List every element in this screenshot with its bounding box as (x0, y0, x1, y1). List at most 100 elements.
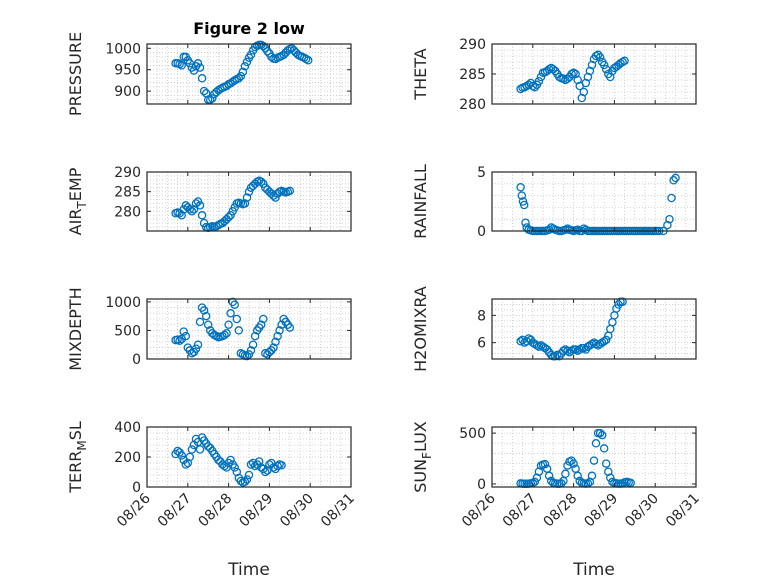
data-point (530, 82, 540, 92)
y-axis-label: MIXDEPTH (66, 287, 85, 370)
data-point (230, 76, 239, 85)
data-point (244, 470, 254, 480)
y-tick-label: 8 (477, 308, 486, 324)
data-point (593, 50, 603, 60)
x-tick-label: 08/31 (318, 491, 358, 531)
data-point (240, 477, 250, 487)
y-tick-label: 500 (114, 323, 141, 339)
data-point (519, 200, 529, 210)
data-point (191, 344, 201, 353)
data-point (224, 320, 233, 329)
x-tick-label: 08/30 (277, 491, 317, 531)
data-point (179, 205, 188, 214)
data-point (256, 320, 266, 329)
data-point (179, 327, 188, 336)
data-point (195, 317, 205, 327)
data-point (612, 304, 621, 313)
plot-area (147, 172, 351, 231)
data-point (671, 173, 680, 183)
x-axis-label: Time (572, 560, 615, 580)
y-axis-label-subscript: M (75, 440, 89, 450)
data-point (620, 56, 629, 66)
x-tick-label: 08/26 (459, 490, 499, 530)
data-point (271, 193, 280, 202)
data-point (187, 445, 197, 454)
y-tick-label: 400 (114, 420, 141, 436)
data-point (599, 60, 609, 70)
data-point (191, 199, 201, 208)
axes-frame (491, 298, 697, 360)
data-point (226, 455, 235, 465)
data-point (195, 63, 205, 72)
data-point (195, 201, 205, 210)
data-point (205, 95, 215, 104)
data-point (532, 341, 542, 350)
data-point (208, 94, 217, 103)
data-point (238, 67, 248, 77)
data-point (259, 314, 268, 324)
y-axis-label: SUNFLUX (411, 421, 434, 493)
data-point (181, 331, 191, 341)
data-point (222, 329, 231, 338)
data-point (567, 346, 576, 356)
data-point (516, 337, 525, 346)
data-point (185, 205, 195, 214)
y-tick-label: 285 (114, 185, 141, 201)
y-tick-label: 0 (132, 352, 141, 368)
data-point (273, 331, 282, 341)
y-tick-label: 5 (477, 165, 486, 181)
data-point (246, 346, 256, 355)
axes-frame (146, 298, 352, 360)
y-axis-label-subscript: T (75, 201, 89, 210)
data-point (606, 473, 615, 483)
data-point (544, 225, 554, 235)
y-tick-label: 500 (459, 426, 486, 442)
data-point (548, 64, 558, 74)
data-point (199, 218, 209, 228)
data-point (587, 339, 597, 349)
data-point (589, 456, 599, 465)
y-axis-label-subscript: F (420, 452, 434, 459)
data-point (591, 339, 601, 349)
y-tick-label: 1000 (105, 295, 141, 311)
data-point (663, 220, 672, 230)
y-axis-label: TERRMSL (66, 421, 89, 494)
y-tick-label: 950 (114, 63, 141, 79)
y-axis-label-main: SUN (411, 459, 430, 493)
y-tick-label: 1000 (105, 41, 141, 57)
y-axis-label-main: AIR (66, 209, 85, 236)
data-point (534, 342, 544, 351)
axes-frame (146, 43, 352, 105)
data-point (540, 459, 550, 469)
data-point (193, 340, 203, 349)
data-point (230, 300, 239, 309)
subplot-rainfall: 0 5 RAINFALL (411, 164, 697, 240)
data-point (242, 193, 252, 202)
data-point (242, 57, 252, 67)
data-point (601, 459, 611, 468)
data-point (201, 311, 211, 321)
data-point (199, 86, 209, 96)
data-point (185, 452, 195, 462)
x-axis-label: Time (227, 560, 270, 580)
y-axis-label: AIRTEMP (66, 167, 89, 235)
data-point (199, 306, 209, 315)
data-point (175, 336, 184, 345)
subplot-air-temp: 280 285 290 AIRTEMP (66, 165, 352, 235)
data-point (175, 59, 184, 69)
y-axis-label-main: H2OMIXRA (411, 286, 430, 372)
subplot-theta: 280 285 290 THETA (411, 37, 697, 113)
data-point (597, 430, 607, 440)
y-axis-label-main: TERR (66, 451, 85, 494)
data-point (669, 176, 678, 185)
data-point (561, 469, 570, 479)
data-point (544, 471, 554, 481)
x-tick-label: 08/27 (155, 491, 195, 531)
data-point (665, 214, 674, 224)
data-point (575, 345, 584, 354)
data-point (595, 428, 605, 438)
subplot-terr-msl: 0 200 400 TERRMSL 08/26 08/27 08/28 08/29 08/30 0… (66, 420, 358, 580)
data-point (244, 350, 254, 359)
data-point (571, 345, 580, 354)
y-axis-label-rest: EMP (66, 167, 85, 201)
